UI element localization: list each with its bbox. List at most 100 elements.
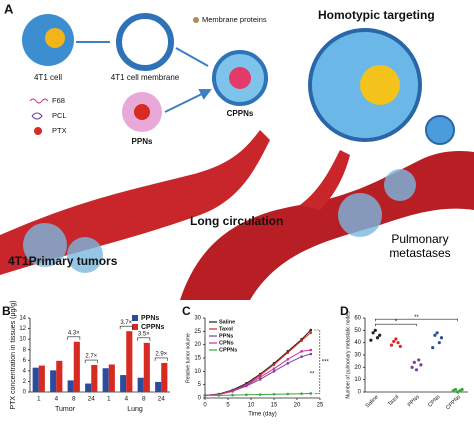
line bbox=[204, 353, 311, 396]
point bbox=[309, 331, 313, 334]
x-tick-label: 10 bbox=[248, 403, 255, 409]
point bbox=[309, 328, 313, 332]
y-tick-label: 6 bbox=[23, 358, 27, 364]
vessel-branch bbox=[300, 150, 350, 210]
bar bbox=[137, 377, 144, 392]
bar bbox=[108, 364, 115, 392]
point bbox=[258, 375, 262, 379]
y-axis-label: Relative tumor volume bbox=[185, 333, 191, 383]
x-tick-label: 24 bbox=[158, 396, 166, 403]
x-tick-label: 25 bbox=[317, 403, 324, 409]
panel-letter: D bbox=[340, 304, 349, 318]
x-tick-label: 24 bbox=[88, 396, 96, 403]
bar bbox=[155, 381, 162, 392]
point bbox=[286, 362, 290, 365]
point bbox=[300, 350, 303, 353]
x-tick-label: 5 bbox=[226, 403, 230, 409]
protein-icon bbox=[193, 17, 199, 23]
point bbox=[419, 363, 423, 367]
annotation: 2.9× bbox=[155, 352, 167, 358]
metastasis-cluster bbox=[384, 169, 416, 201]
axis bbox=[364, 318, 468, 393]
y-tick-label: 10 bbox=[19, 337, 26, 343]
x-tick-label: 20 bbox=[294, 403, 301, 409]
label-box: Pulmonary metastases bbox=[389, 232, 450, 260]
point bbox=[460, 387, 464, 392]
legend-label: PPNs bbox=[141, 315, 159, 322]
x-tick-label: 4 bbox=[54, 396, 58, 403]
x-tick-label: 0 bbox=[203, 403, 207, 409]
point bbox=[392, 339, 396, 344]
legend-swatch bbox=[132, 315, 138, 321]
cppn-core bbox=[229, 67, 251, 89]
group-label: Tumor bbox=[55, 406, 76, 413]
bracket bbox=[375, 323, 417, 327]
point bbox=[286, 392, 290, 396]
legend-label: Saline bbox=[219, 319, 235, 325]
bracket bbox=[137, 337, 151, 341]
bar bbox=[126, 331, 133, 392]
x-tick-label: CPPNs bbox=[445, 394, 462, 411]
point bbox=[309, 352, 313, 356]
point bbox=[300, 339, 303, 342]
x-tick-label: 4 bbox=[124, 396, 128, 403]
tumor-cluster bbox=[67, 237, 103, 273]
legend-label: CPPNs bbox=[141, 324, 164, 331]
target-nucleus bbox=[360, 65, 400, 105]
bracket bbox=[375, 318, 458, 322]
point bbox=[375, 336, 380, 340]
bar bbox=[67, 380, 74, 392]
point bbox=[286, 358, 290, 361]
bar bbox=[38, 365, 45, 392]
y-tick-label: 30 bbox=[354, 353, 361, 359]
label: F68 bbox=[52, 96, 65, 105]
membrane bbox=[116, 13, 174, 71]
label: CPPNs bbox=[227, 109, 254, 118]
point bbox=[437, 341, 441, 345]
y-tick-label: 10 bbox=[354, 377, 361, 383]
label: PPNs bbox=[132, 137, 153, 146]
panel-letter: B bbox=[2, 304, 11, 318]
panel-letter: C bbox=[182, 304, 191, 318]
nucleus bbox=[45, 28, 65, 48]
y-tick-label: 20 bbox=[194, 342, 201, 348]
point bbox=[453, 387, 458, 392]
label: 4T1Primary tumors bbox=[8, 254, 118, 268]
y-tick-label: 10 bbox=[194, 369, 201, 375]
point bbox=[373, 328, 377, 332]
point bbox=[412, 360, 416, 364]
point bbox=[272, 392, 276, 396]
annotation: * bbox=[395, 320, 398, 326]
point bbox=[417, 358, 421, 362]
label: Membrane proteins bbox=[202, 15, 267, 24]
bar bbox=[32, 367, 39, 392]
illustration: A 4T1 cell 4T1 cell membrane Membrane pr… bbox=[0, 0, 474, 300]
arrow bbox=[76, 41, 210, 113]
label: Long circulation bbox=[190, 214, 283, 228]
ptx-icon bbox=[34, 127, 42, 135]
bar bbox=[50, 370, 57, 392]
tumor-cluster bbox=[23, 223, 67, 267]
y-tick-label: 8 bbox=[23, 347, 27, 353]
point bbox=[245, 383, 248, 387]
point bbox=[433, 333, 437, 337]
bar bbox=[143, 342, 150, 392]
point bbox=[414, 368, 419, 372]
point bbox=[300, 355, 303, 358]
label: Homotypic targeting bbox=[318, 8, 435, 22]
y-tick-label: 12 bbox=[19, 326, 26, 332]
point bbox=[435, 331, 439, 335]
point bbox=[389, 343, 394, 347]
bar bbox=[73, 341, 80, 392]
point bbox=[410, 365, 414, 369]
y-tick-label: 25 bbox=[194, 329, 201, 335]
ppn-core bbox=[134, 104, 150, 120]
bar bbox=[85, 383, 92, 392]
x-tick-label: 8 bbox=[72, 396, 76, 403]
label: 4T1 cell bbox=[34, 73, 62, 82]
point bbox=[309, 392, 313, 395]
point bbox=[231, 389, 234, 393]
bar bbox=[102, 368, 109, 392]
x-axis-label: Time (day) bbox=[248, 412, 276, 418]
